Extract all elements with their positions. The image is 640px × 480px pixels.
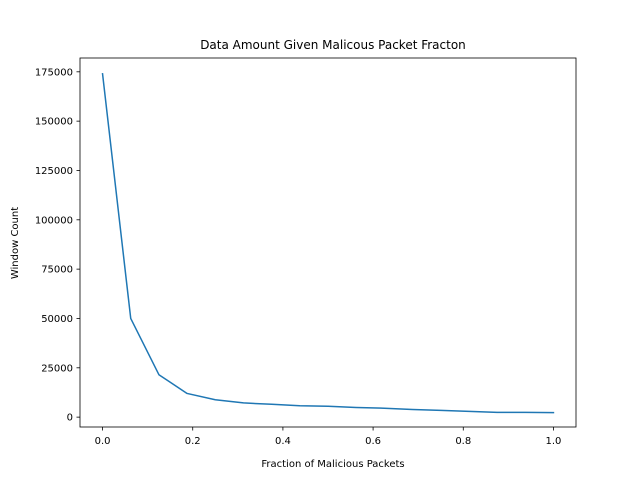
chart-title: Data Amount Given Malicous Packet Fracto… (200, 38, 466, 52)
y-tick-label-5: 125000 (35, 166, 73, 177)
x-tick-label-3: 0.6 (365, 436, 381, 447)
x-axis-title: Fraction of Malicious Packets (261, 459, 404, 470)
y-tick-label-1: 25000 (41, 363, 73, 374)
y-axis-title: Window Count (10, 207, 21, 279)
x-tick-label-5: 1.0 (546, 436, 562, 447)
y-tick-label-7: 175000 (35, 67, 73, 78)
y-tick-label-0: 0 (67, 413, 73, 424)
plot-area (79, 57, 577, 428)
y-tick-label-2: 50000 (41, 314, 73, 325)
series-line-0 (101, 72, 555, 414)
plot-frame (79, 57, 577, 428)
y-tick-label-4: 100000 (35, 215, 73, 226)
y-tick-label-3: 75000 (41, 265, 73, 276)
x-tick-label-0: 0.0 (95, 436, 111, 447)
chart-marks (101, 72, 555, 414)
x-tick-label-1: 0.2 (185, 436, 201, 447)
x-axis: 0.0 0.2 0.4 0.6 0.8 1.0 (95, 427, 562, 447)
y-axis: 0 25000 50000 75000 100000 125000 150000 175000 (35, 67, 80, 424)
x-tick-label-2: 0.4 (275, 436, 291, 447)
x-tick-label-4: 0.8 (455, 436, 471, 447)
y-tick-label-6: 150000 (35, 117, 73, 128)
